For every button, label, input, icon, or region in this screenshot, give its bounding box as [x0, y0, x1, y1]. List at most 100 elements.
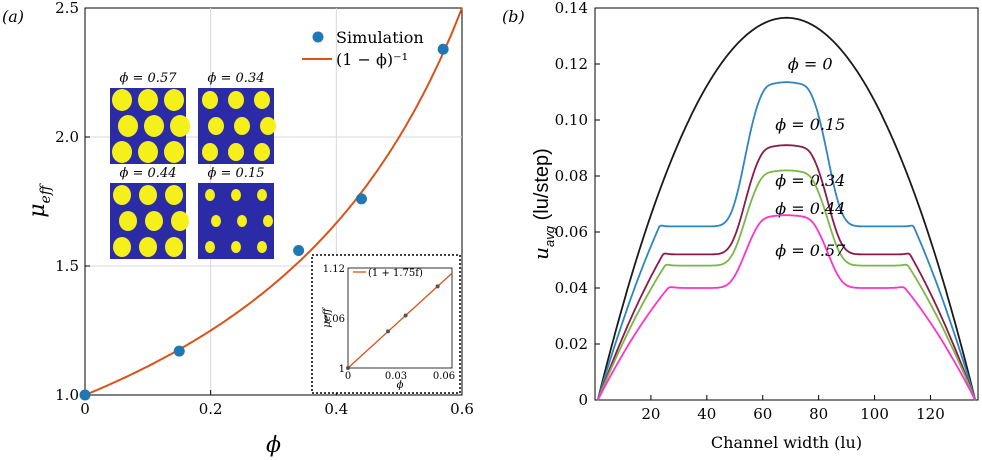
legend-marker-simulation	[312, 31, 324, 43]
series-line	[596, 144, 977, 401]
droplet	[164, 89, 184, 111]
droplet	[138, 89, 158, 111]
droplet	[205, 241, 215, 253]
series-label: ϕ = 0.57	[775, 241, 846, 260]
droplet	[170, 115, 190, 137]
x-tick-label: 0.6	[450, 400, 474, 418]
droplet	[263, 215, 273, 227]
droplet	[165, 237, 183, 257]
x-tick-label: 0.2	[199, 400, 223, 418]
simulation-point	[355, 193, 367, 205]
simulation-point	[437, 43, 449, 55]
droplet	[234, 117, 250, 135]
inset-x-tick-label: 0	[345, 371, 351, 382]
y-axis-title: uavg (lu/step)	[529, 148, 557, 260]
simulation-point	[173, 345, 185, 357]
inset-point	[435, 284, 440, 289]
droplet	[260, 117, 276, 135]
series-line	[596, 81, 977, 401]
y-axis-title: μeff	[25, 183, 54, 218]
series-label: ϕ = 0.34	[775, 171, 845, 190]
inset-x-tick-label: 0.03	[385, 371, 407, 382]
y-tick-label: 0.02	[555, 335, 588, 353]
series-line	[596, 169, 977, 401]
panel-a-chart: 0 0.2 0.4 0.6 1.0 1.5 2.0 2.5 ϕ μeff Simulation (1 …	[25, 0, 474, 458]
inset-x-title: ϕ	[397, 380, 404, 391]
inset-x-tick-label: 0.06	[433, 371, 455, 382]
thumbnail-label: ϕ = 0.57	[120, 71, 178, 86]
panel-label-b: (b)	[502, 7, 525, 26]
y-tick-label: 2.0	[55, 128, 79, 146]
droplet	[228, 91, 244, 109]
y-tick-label: 0.08	[555, 167, 588, 185]
y-tick-label: 2.5	[55, 0, 79, 17]
droplet	[119, 211, 137, 231]
droplet	[144, 115, 164, 137]
y-tick-label: 0	[578, 391, 588, 409]
y-tick-label: 0.04	[555, 279, 588, 297]
panel-label-a: (a)	[2, 7, 24, 26]
droplet	[205, 189, 215, 201]
inset-point	[386, 329, 390, 334]
droplet	[202, 91, 218, 109]
x-axis-title: ϕ	[266, 433, 281, 458]
droplet	[231, 189, 241, 201]
series-label: ϕ = 0.15	[775, 115, 845, 134]
inset-y-tick-label: 1.06	[323, 314, 345, 325]
y-tick-label: 0.06	[555, 223, 588, 241]
series-line	[596, 16, 977, 401]
inset-fit-line	[347, 272, 453, 369]
panel-b-chart: 20 40 60 80 100 120 0 0.02 0.04 0.06 0.08 0.10 0.12 0…	[529, 0, 979, 452]
inset-plot-frame	[347, 267, 453, 369]
inset-frame	[311, 254, 461, 394]
droplet	[257, 241, 267, 253]
y-tick-label: 1.0	[55, 386, 79, 404]
x-tick-label: 100	[860, 405, 889, 423]
droplet	[145, 211, 163, 231]
droplet	[138, 141, 158, 163]
legend-label-simulation: Simulation	[336, 28, 424, 47]
y-tick-label: 0.12	[555, 55, 588, 73]
thumbnail-label: ϕ = 0.44	[120, 166, 177, 181]
y-tick-label: 1.5	[55, 257, 79, 275]
plot-frame-b	[594, 7, 979, 401]
x-tick-label: 120	[916, 405, 945, 423]
x-tick-label: 80	[809, 405, 828, 423]
inset-point	[403, 313, 408, 318]
y-tick-label: 0.10	[555, 111, 588, 129]
x-tick-label: 20	[641, 405, 660, 423]
droplet	[139, 237, 157, 257]
droplet	[171, 211, 189, 231]
inset-legend-label: (1 + 1.75f)	[368, 268, 423, 279]
droplet	[228, 143, 244, 161]
droplet	[202, 143, 218, 161]
y-tick-label: 0.14	[555, 0, 588, 17]
simulation-point	[79, 389, 91, 401]
x-tick-label: 0.4	[324, 400, 348, 418]
inset-y-title: μeff	[322, 306, 333, 327]
droplet	[254, 91, 270, 109]
x-axis-title: Channel width (lu)	[711, 433, 862, 452]
droplet	[112, 89, 132, 111]
thumbnail-label: ϕ = 0.15	[208, 166, 265, 181]
droplet	[211, 215, 221, 227]
simulation-point	[293, 245, 305, 257]
thumbnail-label: ϕ = 0.34	[208, 71, 265, 86]
droplet	[113, 185, 131, 205]
series-line	[597, 214, 976, 401]
x-tick-label: 40	[697, 405, 716, 423]
droplet	[139, 185, 157, 205]
inset-y-tick-label: 1.12	[323, 264, 345, 275]
droplet	[237, 215, 247, 227]
legend-label-theory: (1 − ϕ)⁻¹	[336, 50, 408, 69]
droplet	[208, 117, 224, 135]
droplet	[113, 237, 131, 257]
theory-curve	[84, 7, 463, 396]
x-tick-label: 60	[753, 405, 772, 423]
droplet	[231, 241, 241, 253]
droplet	[254, 143, 270, 161]
droplet	[165, 185, 183, 205]
inset-y-tick-label: 1	[339, 364, 345, 375]
droplet	[257, 189, 267, 201]
